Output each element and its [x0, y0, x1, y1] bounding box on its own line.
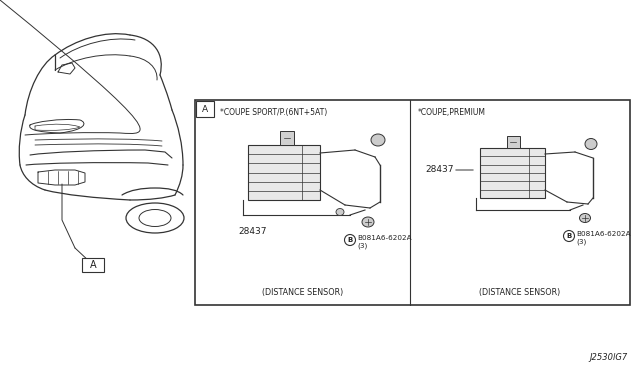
Ellipse shape [344, 234, 355, 246]
Ellipse shape [371, 134, 385, 146]
Bar [195, 100, 630, 305]
Text: J2530lG7: J2530lG7 [589, 353, 628, 362]
Bar [508, 136, 520, 148]
Text: (DISTANCE SENSOR): (DISTANCE SENSOR) [479, 289, 561, 298]
Ellipse shape [362, 217, 374, 227]
Bar [82, 258, 104, 272]
Bar [280, 131, 294, 145]
Bar [196, 101, 214, 117]
Ellipse shape [336, 208, 344, 215]
Text: A: A [202, 105, 208, 113]
Text: *COUPE,PREMIUM: *COUPE,PREMIUM [418, 108, 486, 116]
Text: 28437: 28437 [425, 166, 454, 174]
Text: B081A6-6202A
(3): B081A6-6202A (3) [357, 235, 412, 249]
Text: (DISTANCE SENSOR): (DISTANCE SENSOR) [262, 289, 343, 298]
Ellipse shape [585, 138, 597, 150]
Text: 28437: 28437 [238, 227, 266, 236]
Text: B: B [566, 233, 572, 239]
Bar [248, 145, 320, 200]
Bar [480, 148, 545, 198]
Text: B: B [348, 237, 353, 243]
Text: B081A6-6202A
(3): B081A6-6202A (3) [576, 231, 630, 245]
Text: *COUPE SPORT/P.(6NT+5AT): *COUPE SPORT/P.(6NT+5AT) [220, 108, 327, 116]
Ellipse shape [579, 214, 591, 222]
Text: A: A [90, 260, 96, 270]
Ellipse shape [563, 231, 575, 241]
